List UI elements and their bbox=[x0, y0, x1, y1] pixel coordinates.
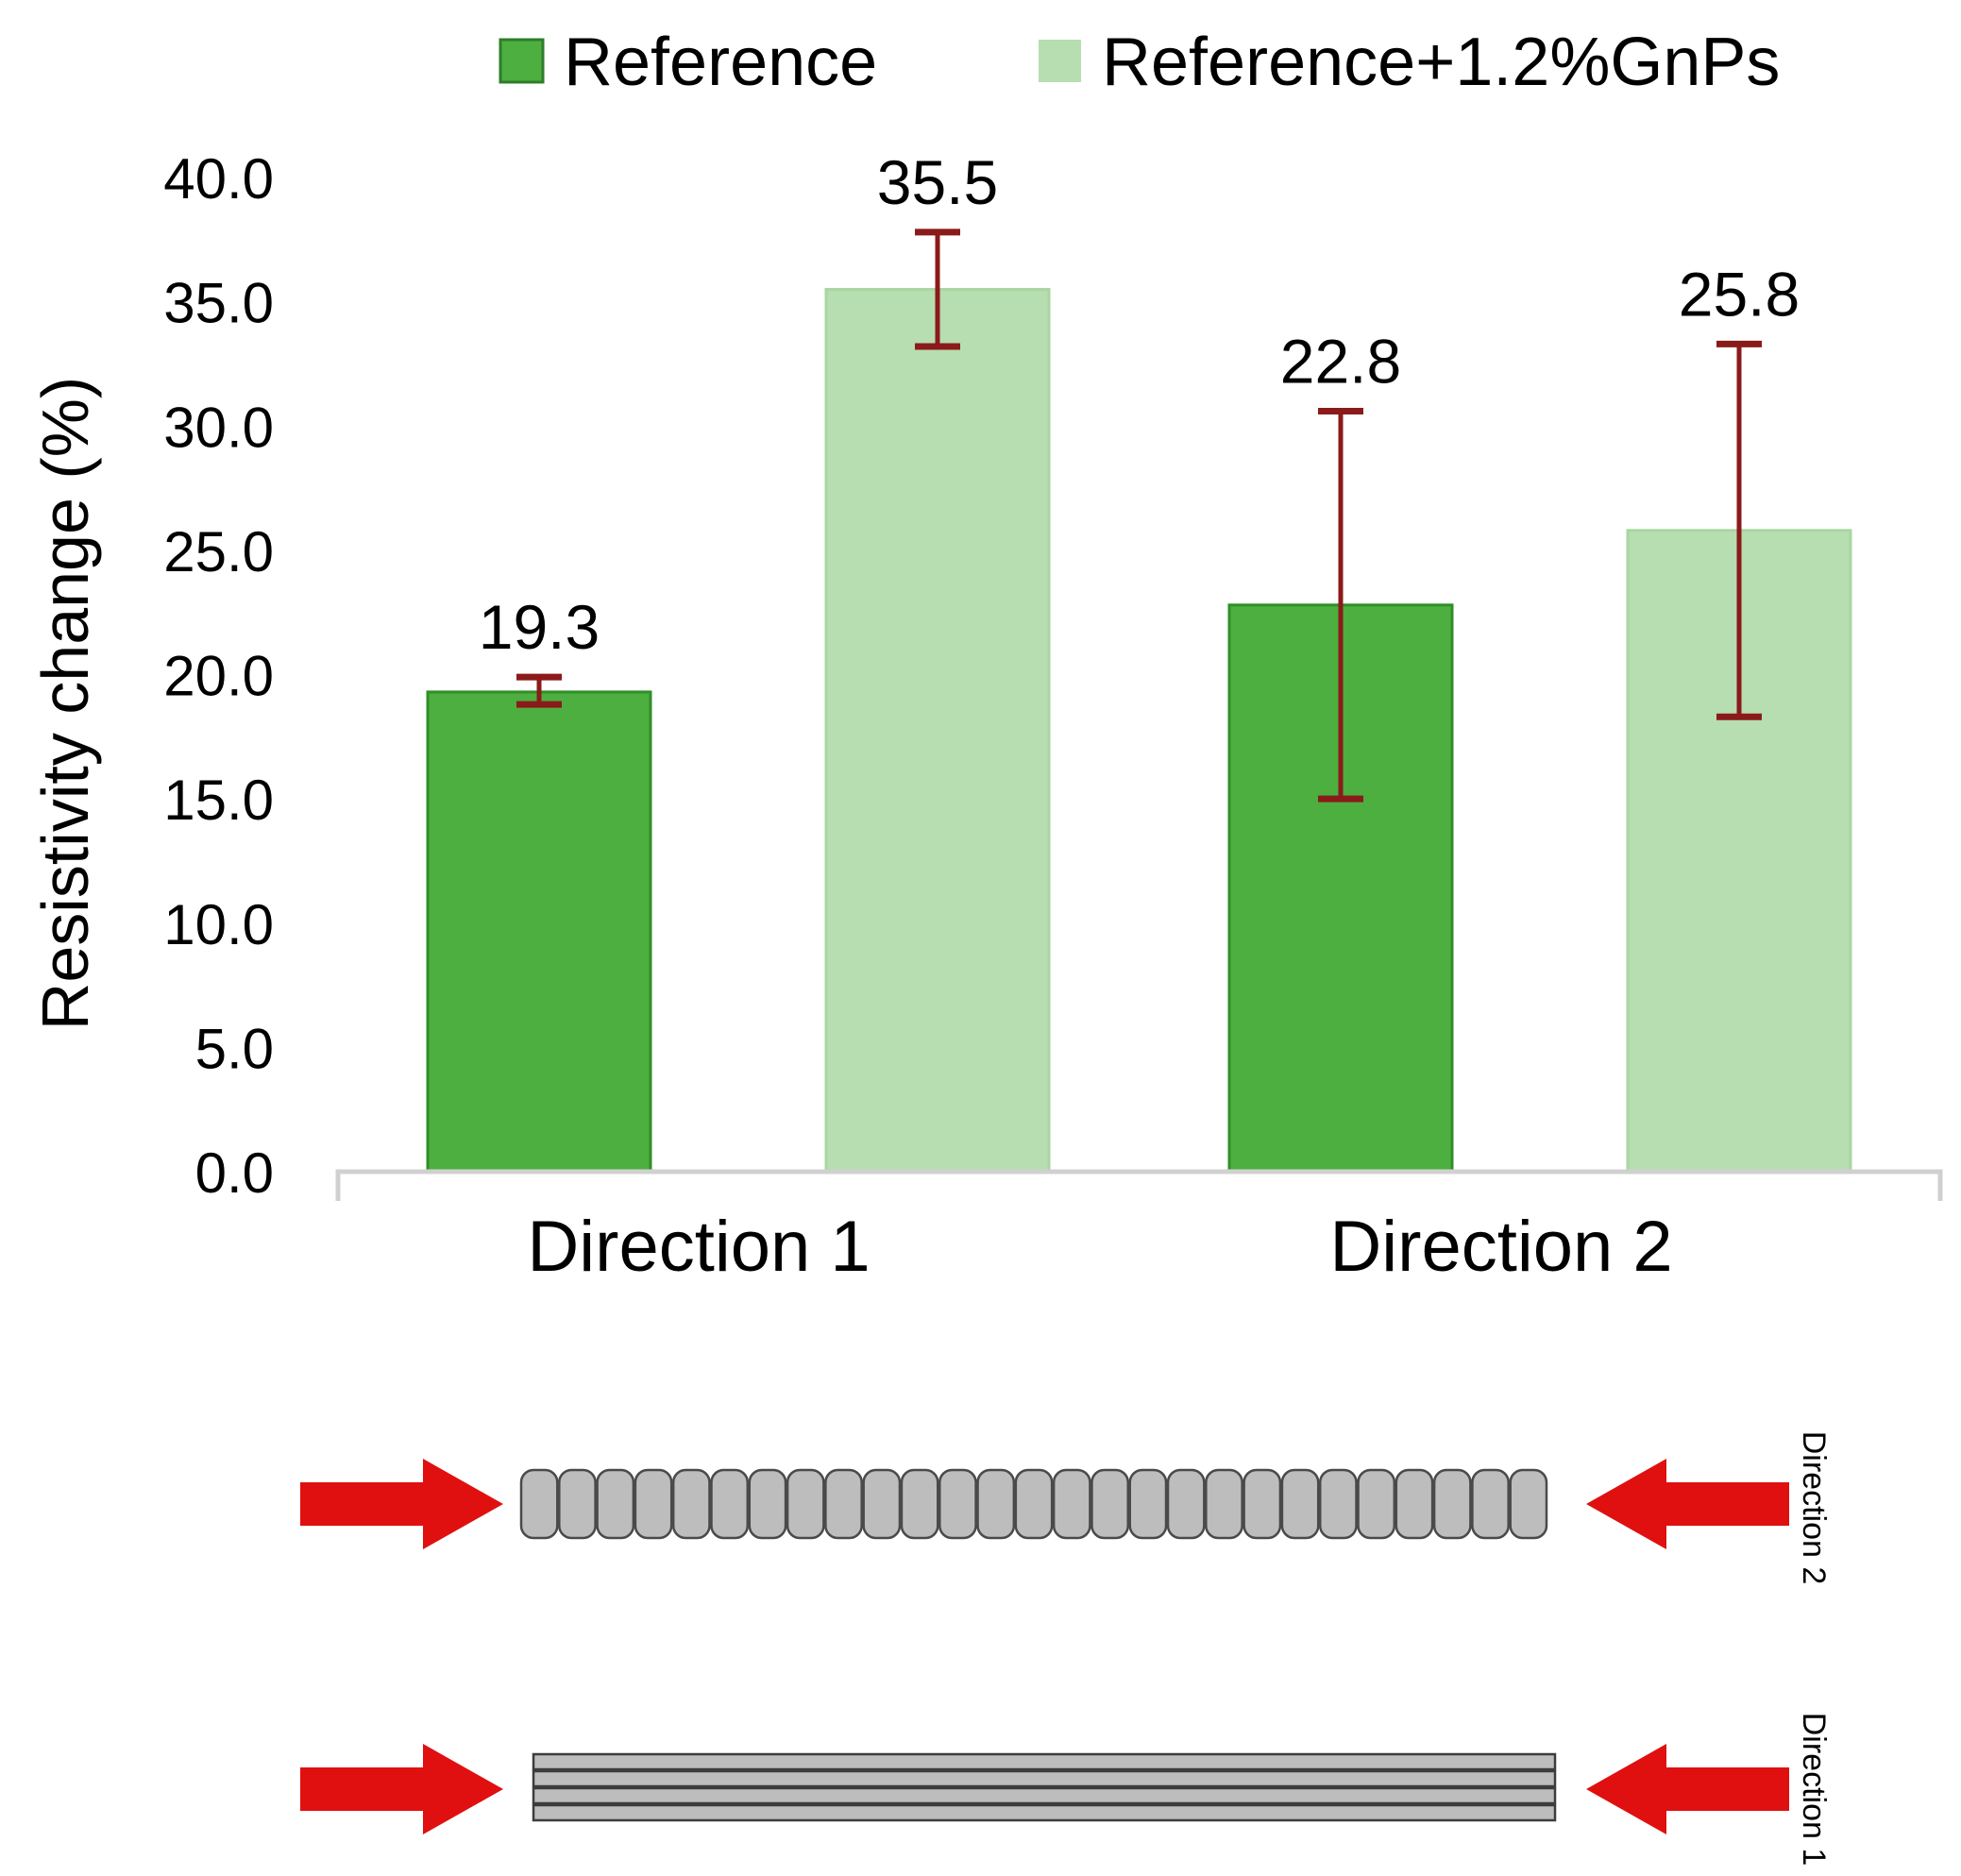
arrow-right-icon bbox=[300, 1459, 503, 1549]
specimen-disc bbox=[1471, 1468, 1510, 1540]
y-axis-ticks: 0.0 5.0 10.0 15.0 20.0 25.0 30.0 35.0 40.0 bbox=[163, 147, 274, 1205]
specimen-disc bbox=[1090, 1468, 1129, 1540]
y-tick-label: 20.0 bbox=[163, 645, 274, 708]
specimen-layer bbox=[532, 1786, 1557, 1805]
legend-swatch-reference bbox=[499, 38, 545, 84]
specimen-disc bbox=[1166, 1468, 1206, 1540]
error-bars bbox=[516, 228, 1762, 803]
data-label: 22.8 bbox=[1280, 326, 1401, 396]
y-tick-label: 35.0 bbox=[163, 272, 274, 335]
specimen-disc bbox=[900, 1468, 939, 1540]
bar-reference-1 bbox=[426, 690, 652, 1174]
y-tick-label: 10.0 bbox=[163, 893, 274, 956]
specimen-disc bbox=[710, 1468, 750, 1540]
arrow-left-icon bbox=[1586, 1459, 1789, 1549]
specimen-disc bbox=[1128, 1468, 1168, 1540]
specimen-disc bbox=[634, 1468, 673, 1540]
legend-label-reference-gnps: Reference+1.2%GnPs bbox=[1102, 25, 1780, 100]
specimen-disc bbox=[1432, 1468, 1472, 1540]
x-category-direction-2: Direction 2 bbox=[1329, 1207, 1672, 1287]
legend-label-reference: Reference bbox=[564, 25, 877, 100]
data-labels: 19.3 22.8 35.5 25.8 bbox=[479, 147, 1800, 662]
specimen-disc bbox=[519, 1468, 559, 1540]
y-tick-label: 0.0 bbox=[195, 1141, 274, 1205]
data-label: 25.8 bbox=[1679, 259, 1800, 329]
schematic-direction-1: Direction 1 bbox=[300, 1713, 1832, 1867]
specimen-disc bbox=[976, 1468, 1016, 1540]
y-tick-label: 15.0 bbox=[163, 769, 274, 832]
direction-2-label: Direction 2 bbox=[1796, 1431, 1832, 1585]
specimen-disc bbox=[862, 1468, 902, 1540]
specimen-disc bbox=[1357, 1468, 1396, 1540]
bars bbox=[426, 287, 1852, 1174]
specimen-disc bbox=[1052, 1468, 1091, 1540]
y-tick-label: 5.0 bbox=[195, 1017, 274, 1080]
specimen-disc bbox=[1014, 1468, 1054, 1540]
x-axis-line bbox=[335, 1169, 1943, 1201]
bar-reference-gnps-1 bbox=[824, 287, 1051, 1174]
specimen-disc bbox=[786, 1468, 825, 1540]
specimen-disc bbox=[1243, 1468, 1282, 1540]
y-tick-label: 30.0 bbox=[163, 396, 274, 459]
specimen-disc bbox=[1280, 1468, 1320, 1540]
y-axis-title: Resistivity change (%) bbox=[28, 377, 102, 1030]
arrow-left-icon bbox=[1586, 1744, 1789, 1834]
specimen-layer bbox=[532, 1769, 1557, 1788]
x-category-direction-1: Direction 1 bbox=[527, 1207, 870, 1287]
y-tick-label: 40.0 bbox=[163, 147, 274, 211]
x-axis-categories: Direction 1 Direction 2 bbox=[527, 1207, 1672, 1287]
specimen-layers bbox=[532, 1752, 1557, 1822]
legend: Reference Reference+1.2%GnPs bbox=[499, 25, 1780, 100]
specimen-disc bbox=[1205, 1468, 1243, 1540]
specimen-disc bbox=[596, 1468, 635, 1540]
specimen-disc bbox=[1318, 1468, 1358, 1540]
specimen-disc bbox=[558, 1468, 597, 1540]
specimen-disc bbox=[1509, 1468, 1548, 1540]
specimen-disc bbox=[748, 1468, 787, 1540]
arrow-right-icon bbox=[300, 1744, 503, 1834]
specimen-disc bbox=[1395, 1468, 1434, 1540]
schematic-direction-2: Direction 2 bbox=[300, 1431, 1832, 1585]
specimen-discs bbox=[519, 1468, 1548, 1540]
y-tick-label: 25.0 bbox=[163, 520, 274, 583]
legend-swatch-reference-gnps bbox=[1039, 40, 1081, 82]
specimen-layer bbox=[532, 1752, 1557, 1771]
data-label: 35.5 bbox=[877, 147, 998, 217]
data-label: 19.3 bbox=[479, 592, 600, 662]
specimen-disc bbox=[671, 1468, 711, 1540]
specimen-layer bbox=[532, 1803, 1557, 1822]
specimen-disc bbox=[938, 1468, 977, 1540]
specimen-disc bbox=[824, 1468, 863, 1540]
direction-1-label: Direction 1 bbox=[1796, 1713, 1832, 1867]
